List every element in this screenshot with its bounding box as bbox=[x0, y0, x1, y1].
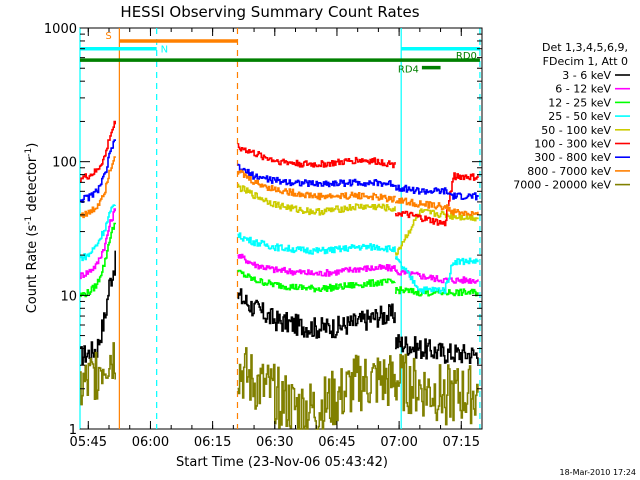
series-2 bbox=[80, 222, 479, 298]
plot-frame bbox=[79, 27, 483, 430]
status-bars: S N RD0 RD4 bbox=[80, 31, 480, 76]
data-series bbox=[80, 120, 479, 430]
series-6-segment-2 bbox=[395, 184, 479, 201]
series-3 bbox=[80, 204, 479, 294]
x-tick-label-6: 07:15 bbox=[443, 435, 480, 450]
series-2-segment-1 bbox=[237, 269, 396, 293]
series-6 bbox=[80, 139, 479, 203]
y-tick-label-3: 1000 bbox=[44, 22, 77, 37]
legend-label-5: 100 - 300 keV bbox=[534, 138, 611, 151]
series-6-segment-1 bbox=[237, 163, 396, 188]
legend-label-8: 7000 - 20000 keV bbox=[513, 179, 611, 192]
y-tick-label-1: 10 bbox=[60, 289, 77, 304]
y-axis-label: Count Rate (s-1 detector-1) bbox=[24, 143, 40, 314]
series-7-segment-0 bbox=[80, 156, 116, 219]
y-tick-label-2: 100 bbox=[52, 156, 77, 171]
series-0-segment-0 bbox=[80, 250, 116, 366]
y-axis-label-part-2: detector bbox=[25, 156, 40, 216]
legend: Det 1,3,4,5,6,9, FDecim 1, Att 0 3 - 6 k… bbox=[513, 41, 630, 192]
series-3-segment-1 bbox=[237, 232, 396, 255]
footer-date: 18-Mar-2010 17:24 bbox=[560, 468, 637, 477]
series-1-segment-1 bbox=[237, 253, 396, 277]
x-tick-label-5: 07:00 bbox=[380, 435, 417, 450]
x-tick-label-4: 06:45 bbox=[318, 435, 355, 450]
x-tick-label-1: 06:00 bbox=[132, 435, 169, 450]
x-axis-label: Start Time (23-Nov-06 05:43:42) bbox=[176, 455, 388, 470]
series-8-segment-1 bbox=[237, 347, 396, 430]
legend-label-6: 300 - 800 keV bbox=[534, 151, 611, 164]
plot-area bbox=[79, 27, 483, 430]
status-bar-label-1: N bbox=[161, 45, 168, 56]
marker-lines bbox=[79, 28, 481, 429]
series-4-segment-0 bbox=[237, 183, 396, 216]
series-5-segment-1 bbox=[237, 143, 396, 169]
series-5 bbox=[80, 120, 479, 227]
legend-label-2: 12 - 25 keV bbox=[548, 96, 611, 109]
series-1-segment-0 bbox=[80, 208, 116, 280]
series-5-segment-2 bbox=[395, 172, 479, 227]
series-7 bbox=[80, 156, 479, 219]
series-3-segment-0 bbox=[80, 204, 116, 262]
y-tick-label-0: 1 bbox=[69, 423, 77, 438]
series-8-segment-0 bbox=[80, 342, 116, 406]
series-0-segment-1 bbox=[237, 288, 396, 339]
legend-label-3: 25 - 50 keV bbox=[548, 110, 611, 123]
x-tick-label-0: 05:45 bbox=[70, 435, 107, 450]
series-8 bbox=[80, 342, 479, 430]
series-3-segment-2 bbox=[395, 256, 479, 294]
x-tick-label-3: 06:30 bbox=[256, 435, 293, 450]
series-0-segment-2 bbox=[395, 334, 479, 365]
series-0 bbox=[80, 250, 479, 366]
status-bar-label-4: RD0 bbox=[456, 51, 477, 62]
x-axis: 05:45 06:00 06:15 06:30 06:45 07:00 07:15 bbox=[70, 28, 480, 450]
series-8-segment-2 bbox=[395, 353, 479, 426]
status-bar-label-0: S bbox=[105, 31, 111, 42]
legend-label-1: 6 - 12 keV bbox=[555, 83, 611, 96]
chart-title: HESSI Observing Summary Count Rates bbox=[120, 3, 419, 21]
legend-label-0: 3 - 6 keV bbox=[562, 69, 611, 82]
y-axis: 1 10 100 1000 bbox=[44, 22, 482, 438]
legend-label-7: 800 - 7000 keV bbox=[527, 165, 611, 178]
y-axis-label-sup-2: -1 bbox=[24, 148, 34, 157]
series-5-segment-0 bbox=[80, 120, 116, 182]
series-7-segment-1 bbox=[237, 169, 396, 203]
series-6-segment-0 bbox=[80, 139, 116, 203]
legend-header-line-1: Det 1,3,4,5,6,9, bbox=[542, 41, 628, 54]
y-axis-label-part-1: Count Rate (s bbox=[25, 225, 40, 314]
status-bar-label-5: RD4 bbox=[398, 65, 419, 76]
legend-header-line-2: FDecim 1, Att 0 bbox=[543, 55, 628, 68]
series-2-segment-0 bbox=[80, 222, 116, 298]
y-axis-label-sup-1: -1 bbox=[24, 216, 34, 225]
legend-label-4: 50 - 100 keV bbox=[541, 124, 611, 137]
series-4 bbox=[237, 183, 479, 256]
y-axis-label-part-3: ) bbox=[25, 143, 40, 148]
series-4-segment-1 bbox=[395, 208, 479, 256]
x-tick-label-2: 06:15 bbox=[194, 435, 231, 450]
series-7-segment-2 bbox=[395, 197, 479, 217]
series-2-segment-2 bbox=[395, 286, 479, 297]
